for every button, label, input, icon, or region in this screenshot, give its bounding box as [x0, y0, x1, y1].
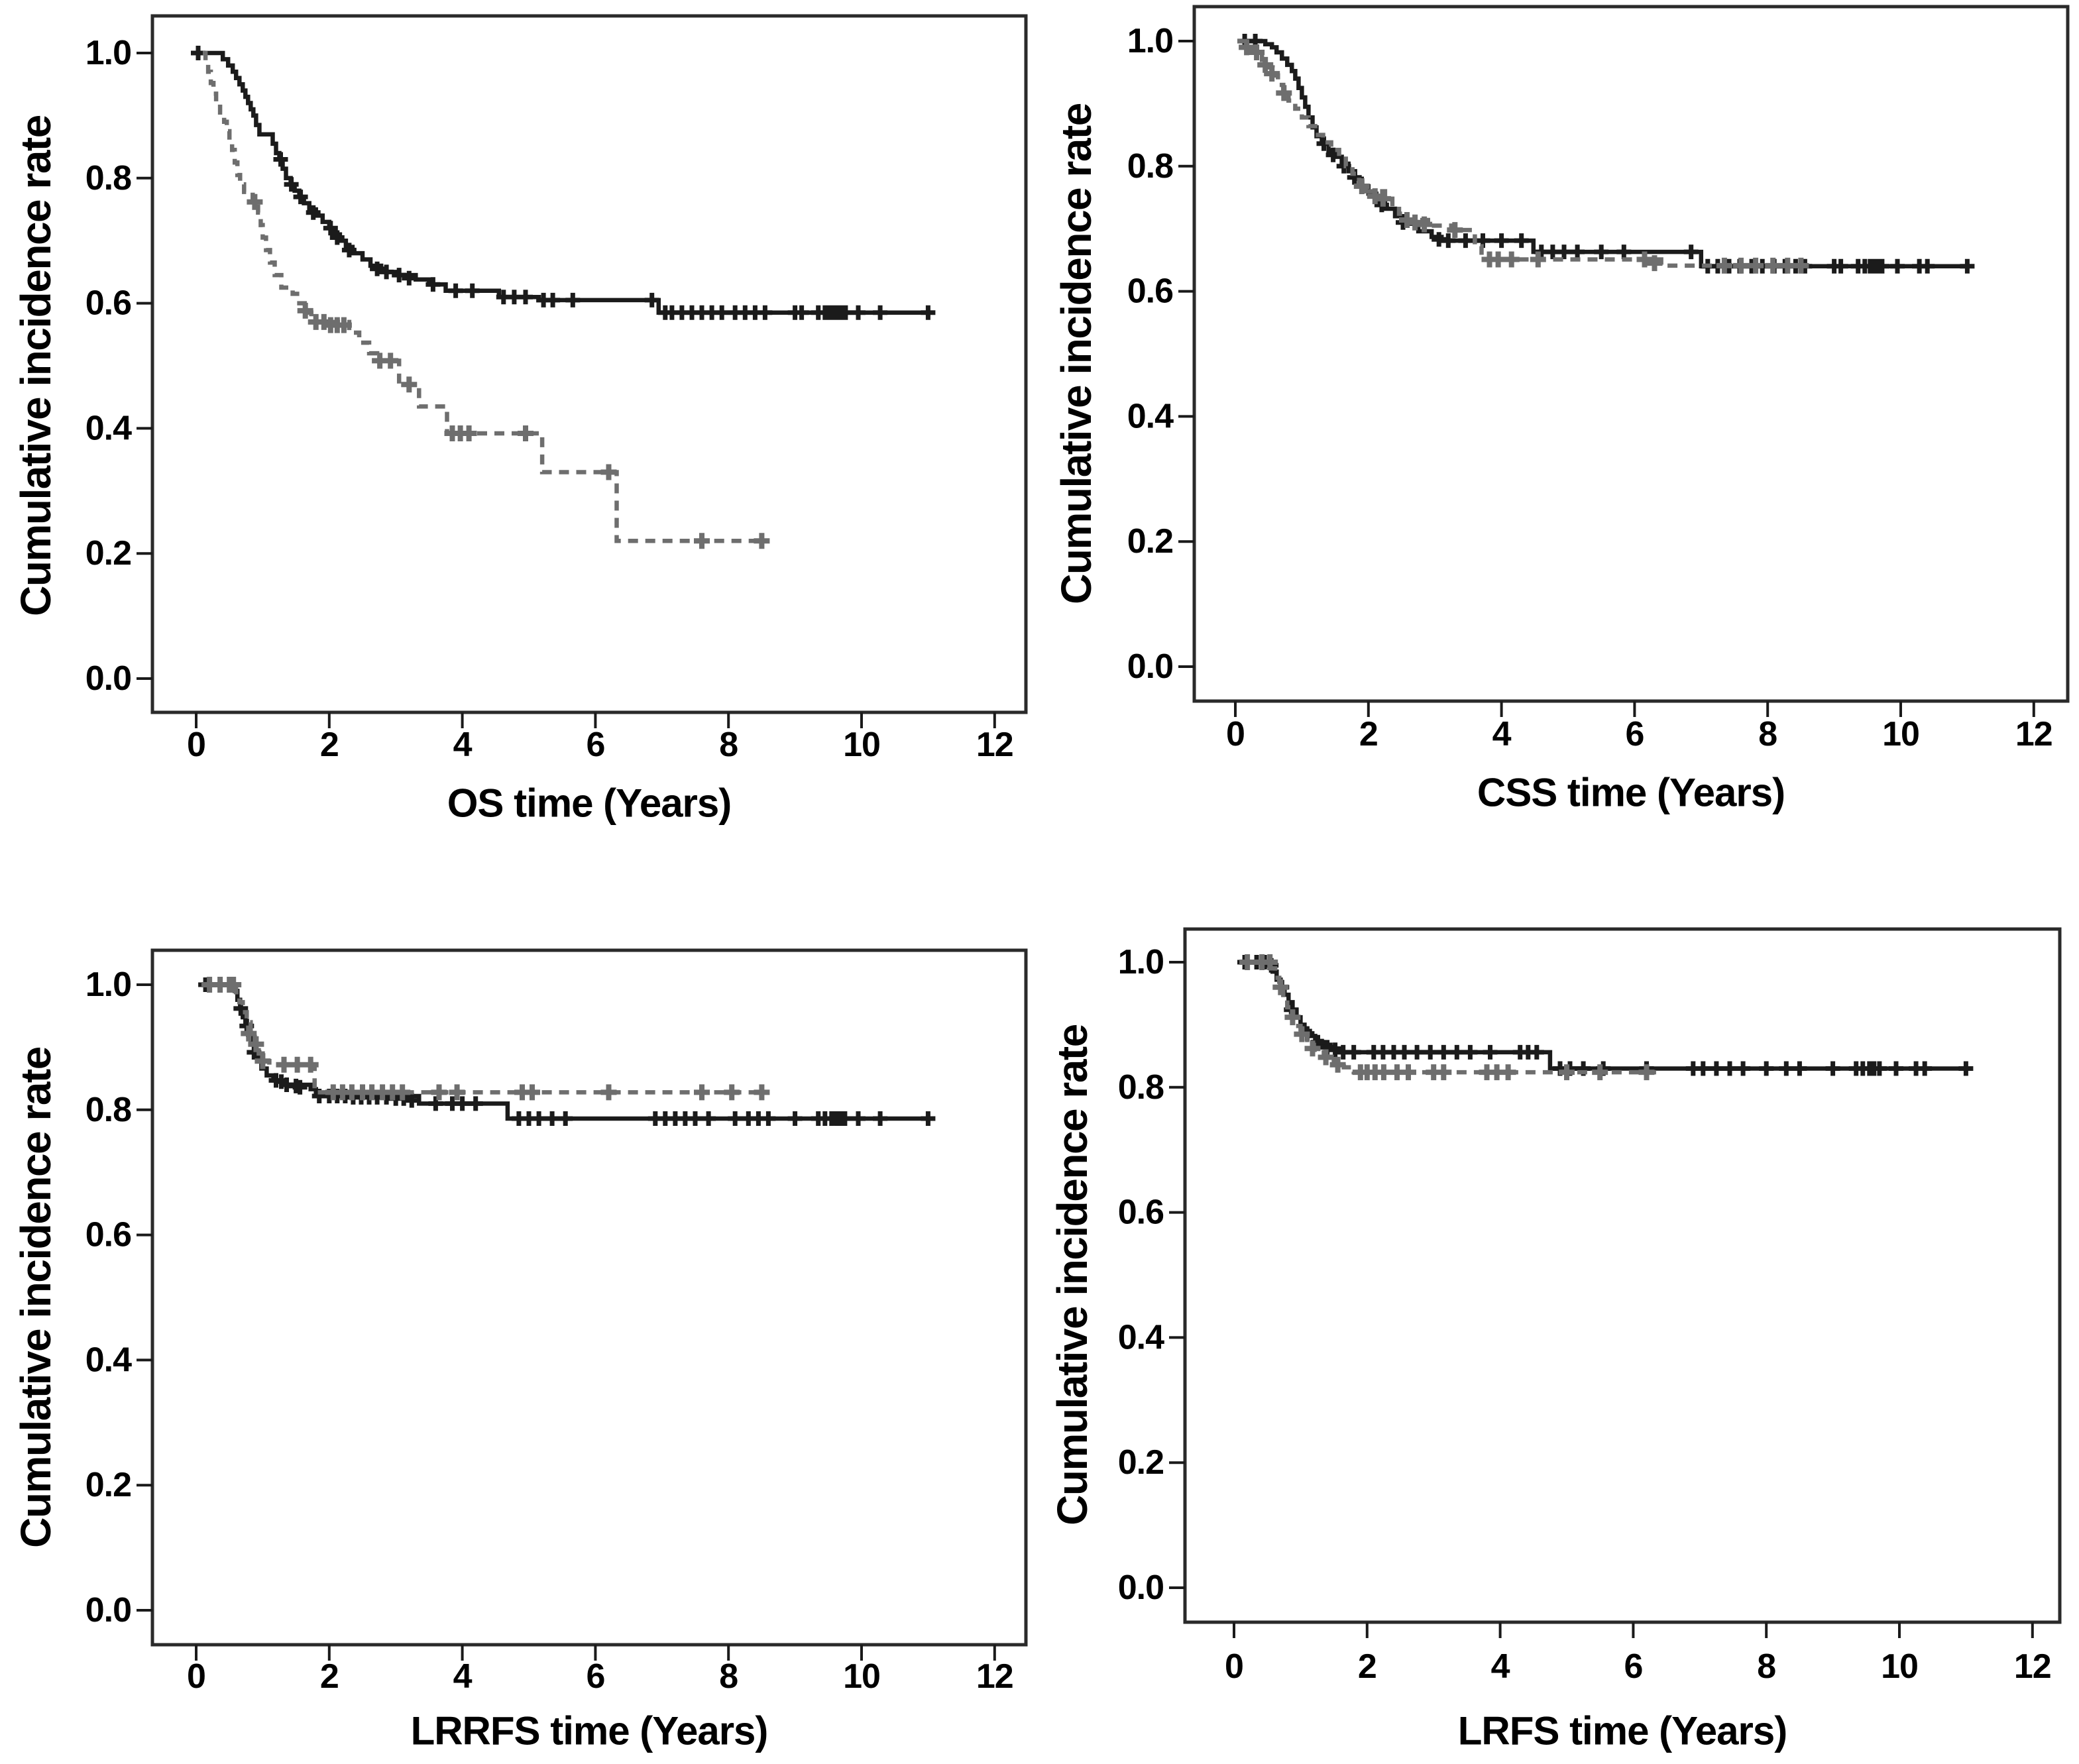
censor-marks-dashed [247, 193, 770, 549]
y-tick-label: 0.8 [85, 159, 131, 197]
x-axis-label: LRRFS time (Years) [411, 1709, 768, 1753]
x-tick-label: 0 [187, 726, 205, 764]
x-tick-label: 10 [843, 726, 880, 764]
y-tick-label: 0.0 [85, 1591, 131, 1629]
x-tick-label: 6 [1625, 715, 1644, 753]
y-tick-label: 0.0 [85, 659, 131, 698]
y-tick-label: 0.6 [85, 1216, 131, 1254]
censor-marks-dashed [201, 977, 770, 1101]
plot-layer: 0.0 0.2 0.4 0.6 0.8 1.0 0 2 4 6 8 10 12 [1127, 5, 2070, 753]
y-tick-label: 0.6 [85, 284, 131, 323]
x-tick-label: 0 [1226, 715, 1245, 753]
censor-marks-solid [1237, 955, 1974, 1076]
panel-lrfs: 0.0 0.2 0.4 0.6 0.8 1.0 0 2 4 6 8 10 12 Cumulative i… [1039, 881, 2079, 1764]
y-axis-label: Cumulative incidence rate [1048, 1024, 1096, 1525]
y-axis-label: Cumulative incidence rate [1052, 103, 1100, 604]
x-axis-label: OS time (Years) [447, 781, 732, 826]
y-tick-label: 1.0 [1118, 943, 1164, 981]
y-tick-label: 0.2 [1118, 1443, 1164, 1482]
y-tick-label: 0.4 [1127, 397, 1174, 435]
x-tick-label: 8 [1758, 715, 1777, 753]
plot-border [150, 948, 1028, 1647]
y-tick-label: 1.0 [85, 965, 131, 1004]
survival-curve-dashed [203, 50, 765, 543]
x-axis-label: LRFS time (Years) [1458, 1709, 1787, 1753]
x-tick-label: 2 [1358, 1647, 1377, 1686]
censor-marks-dashed [1239, 39, 1809, 274]
y-tick-label: 0.8 [1118, 1068, 1164, 1107]
survival-curve-dashed [201, 982, 765, 1095]
x-tick-label: 6 [1624, 1647, 1642, 1686]
x-tick-label: 10 [843, 1657, 880, 1696]
os-chart: 0.0 0.2 0.4 0.6 0.8 1.0 0 2 4 6 8 10 12 Cumulative i… [12, 14, 1028, 826]
y-tick-label: 0.8 [85, 1091, 131, 1129]
plot-layer: 0.0 0.2 0.4 0.6 0.8 1.0 0 2 4 6 8 10 12 [85, 948, 1028, 1696]
x-tick-label: 2 [320, 726, 339, 764]
x-tick-label: 10 [1882, 715, 1919, 753]
survival-curve-dashed [1239, 960, 1663, 1075]
y-tick-label: 0.4 [1118, 1318, 1164, 1356]
x-tick-label: 12 [976, 1657, 1013, 1696]
survival-curve-dashed [1237, 38, 1805, 268]
y-tick-label: 0.2 [85, 534, 131, 573]
y-tick-label: 0.2 [85, 1466, 131, 1504]
y-axis-label: Cumulative incidence rate [12, 1047, 60, 1548]
y-tick-label: 0.4 [85, 1341, 132, 1379]
panel-lrrfs: 0.0 0.2 0.4 0.6 0.8 1.0 0 2 4 6 8 10 12 Cumulative i… [0, 881, 1039, 1764]
x-tick-label: 6 [586, 726, 604, 764]
y-tick-label: 0.4 [85, 409, 132, 447]
x-tick-label: 6 [586, 1657, 604, 1696]
panel-css: 0.0 0.2 0.4 0.6 0.8 1.0 0 2 4 6 8 10 12 Cumulative i… [1039, 0, 2079, 881]
x-tick-label: 0 [187, 1657, 205, 1696]
x-tick-label: 12 [2014, 1647, 2051, 1686]
x-tick-label: 4 [453, 726, 473, 764]
y-tick-label: 0.6 [1127, 272, 1173, 311]
x-tick-label: 12 [2015, 715, 2052, 753]
x-axis-label: CSS time (Years) [1477, 771, 1785, 815]
y-tick-label: 0.2 [1127, 522, 1173, 561]
plot-border [1192, 5, 2070, 703]
x-tick-label: 0 [1225, 1647, 1243, 1686]
lrrfs-chart: 0.0 0.2 0.4 0.6 0.8 1.0 0 2 4 6 8 10 12 Cumulative i… [12, 948, 1028, 1753]
survival-curve-solid [199, 982, 932, 1121]
lrfs-chart: 0.0 0.2 0.4 0.6 0.8 1.0 0 2 4 6 8 10 12 Cumulative i… [1048, 927, 2062, 1753]
plot-border [1183, 927, 2062, 1624]
panel-os: 0.0 0.2 0.4 0.6 0.8 1.0 0 2 4 6 8 10 12 Cumulative i… [0, 0, 1039, 881]
x-tick-label: 8 [719, 1657, 738, 1696]
y-axis-label: Cumulative incidence rate [12, 115, 60, 616]
x-tick-label: 4 [453, 1657, 473, 1696]
x-tick-label: 4 [1492, 715, 1512, 753]
y-tick-label: 1.0 [1127, 22, 1173, 60]
plot-border [150, 14, 1028, 714]
y-tick-label: 0.8 [1127, 147, 1173, 186]
y-tick-label: 0.6 [1118, 1193, 1164, 1232]
y-tick-label: 0.0 [1118, 1569, 1164, 1607]
x-tick-label: 10 [1881, 1647, 1918, 1686]
plot-layer: 0.0 0.2 0.4 0.6 0.8 1.0 0 2 4 6 8 10 12 [1118, 927, 2062, 1686]
censor-marks-solid [191, 46, 936, 320]
plot-layer: 0.0 0.2 0.4 0.6 0.8 1.0 0 2 4 6 8 10 12 [85, 14, 1028, 764]
x-tick-label: 2 [1359, 715, 1378, 753]
x-tick-label: 8 [719, 726, 738, 764]
y-tick-label: 0.0 [1127, 647, 1173, 686]
censor-marks-solid [1237, 34, 1975, 274]
x-tick-label: 4 [1491, 1647, 1510, 1686]
survival-curve-solid [197, 50, 932, 315]
css-chart: 0.0 0.2 0.4 0.6 0.8 1.0 0 2 4 6 8 10 12 Cumulative i… [1052, 5, 2070, 815]
x-tick-label: 2 [320, 1657, 339, 1696]
censor-marks-dashed [1239, 954, 1655, 1081]
censor-marks-solid [198, 977, 936, 1126]
y-tick-label: 1.0 [85, 34, 131, 72]
x-tick-label: 8 [1757, 1647, 1775, 1686]
x-tick-label: 12 [976, 726, 1013, 764]
survival-curve-solid [1237, 38, 1971, 269]
